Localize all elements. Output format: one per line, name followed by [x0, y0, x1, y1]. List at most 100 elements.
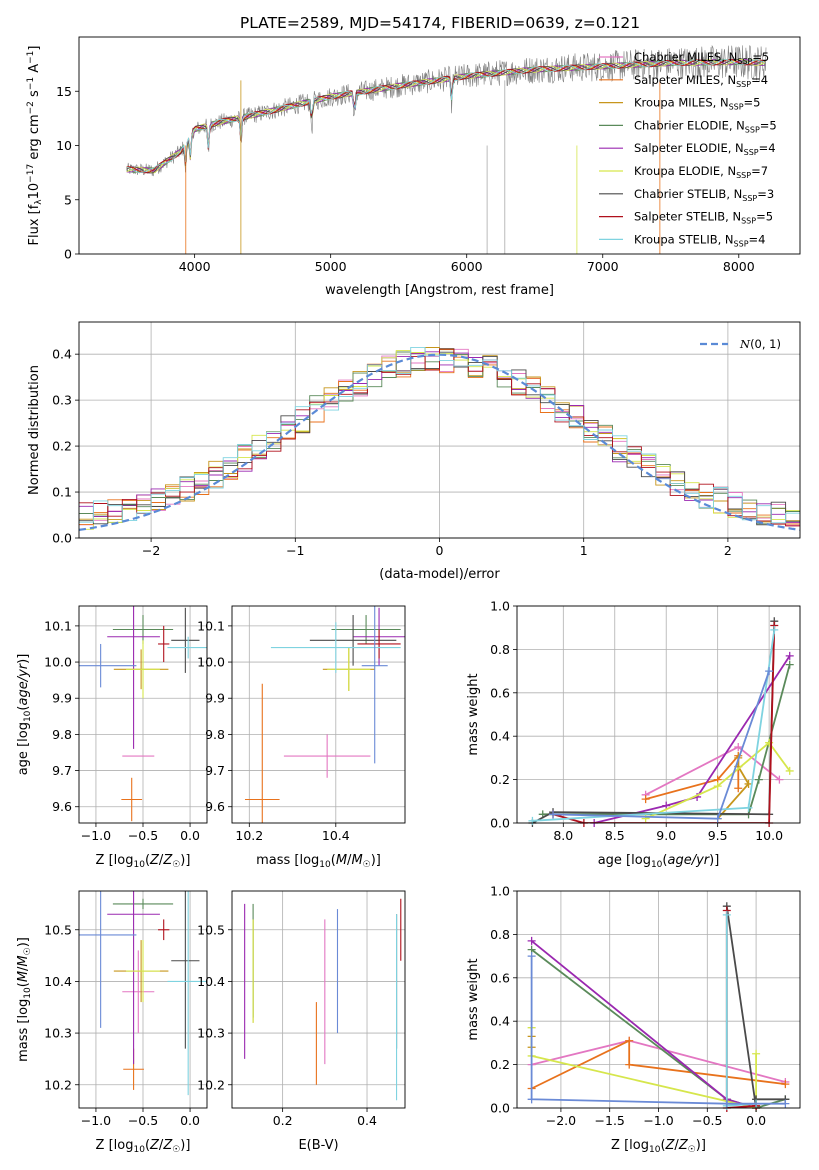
errorbar-point [126, 640, 160, 699]
x-tick-label: 8.0 [553, 828, 573, 843]
x-tick-label: 0.0 [180, 1113, 200, 1128]
x-axis-label: wavelength [Angstrom, rest frame] [325, 283, 554, 298]
legend-entry: Salpeter STELIB, NSSP=5 [634, 210, 773, 226]
y-tick-label: 10 [56, 138, 72, 153]
y-axis-label: mass weight [466, 673, 481, 755]
errorbar-point [158, 919, 170, 941]
errorbar-point [167, 636, 207, 659]
y-tick-label: 0.2 [52, 439, 72, 454]
weight-point-marker [527, 1095, 536, 1104]
errorbar-point [112, 615, 174, 644]
y-tick-label: 10.5 [197, 922, 225, 937]
x-tick-label: 10.2 [235, 828, 263, 843]
axes-frame [78, 36, 801, 255]
x-tick-label: −2.0 [546, 1113, 576, 1128]
weight-point-marker [713, 814, 722, 823]
mass-Z-panel: −1.0 −0.5 0.0 10.2 10.3 10.4 10.5 Z [log10(Z/Z☉… [16, 890, 208, 1155]
weight-point-marker [625, 1060, 634, 1069]
weight-point-marker [744, 803, 753, 812]
y-tick-label: 9.6 [52, 799, 72, 814]
axes-frame [231, 890, 406, 1109]
y-tick-label: 0.4 [52, 347, 72, 362]
errorbar-point [79, 643, 137, 688]
weight-point-marker [527, 936, 536, 945]
weight-point-marker [641, 795, 650, 804]
x-tick-label: −1.5 [595, 1113, 625, 1128]
x-tick-label: −1.0 [81, 828, 111, 843]
errorbar-point [107, 606, 160, 749]
legend: Chabrier MILES, NSSP=5 Salpeter MILES, NS… [599, 50, 777, 248]
y-tick-label: 10.3 [197, 1026, 225, 1041]
errorbar-point [122, 950, 155, 1034]
x-tick-label: 6000 [451, 259, 483, 274]
weight-point-marker [722, 1099, 731, 1108]
weight-series-line [531, 940, 757, 1108]
x-axis-label: age [log10(age/yr)] [598, 853, 720, 870]
errorbar-point [126, 940, 160, 1003]
x-tick-label: 10.0 [755, 828, 783, 843]
weight-point-marker [625, 1036, 634, 1045]
y-tick-label: 0.2 [490, 772, 510, 787]
y-axis-label: age [log10(age/yr)] [16, 654, 33, 776]
errorbar-point [357, 629, 401, 659]
y-tick-label: 5 [64, 192, 72, 207]
axes-frame [516, 605, 801, 824]
weight-point-marker [734, 784, 743, 793]
weight-point-marker [785, 651, 794, 660]
errorbar-point [121, 777, 143, 822]
weight-point-marker [765, 667, 774, 676]
x-tick-label: 0.0 [180, 828, 200, 843]
y-tick-label: 0 [64, 247, 72, 262]
x-axis-label: Z [log10(Z/Z☉)] [96, 1138, 191, 1155]
y-tick-label: 10.0 [44, 655, 72, 670]
weight-point-marker [549, 810, 558, 819]
weight-series-line [531, 621, 776, 823]
weight-point-marker [785, 766, 794, 775]
gaussian-curve [79, 353, 800, 531]
y-tick-label: 10.1 [197, 618, 225, 633]
x-axis-label: E(B-V) [298, 1138, 338, 1153]
axes-frame [78, 605, 208, 824]
weights-Z-panel: −2.0 −1.5 −1.0 −0.5 0.0 0.0 0.2 0.4 0.6 0.8 1.0 Z [… [466, 884, 801, 1155]
errorbar-point [171, 607, 200, 673]
x-tick-label: 8.5 [605, 828, 625, 843]
x-tick-label: −2 [142, 543, 160, 558]
x-tick-label: 9.0 [656, 828, 676, 843]
errorbar-point [244, 683, 280, 823]
mass-EBV-panel: 0.2 0.4 10.2 10.3 10.4 10.5 E(B-V) [197, 890, 406, 1153]
legend-entry: Chabrier ELODIE, NSSP=5 [634, 118, 777, 134]
weight-point-marker [775, 775, 784, 784]
y-tick-label: 10.2 [197, 1077, 225, 1092]
x-tick-label: −1 [286, 543, 304, 558]
y-tick-label: 0.2 [490, 1057, 510, 1072]
errorbar-point [327, 647, 371, 691]
legend-entry: Kroupa STELIB, NSSP=4 [634, 232, 765, 248]
y-tick-label: 0.4 [490, 729, 510, 744]
x-tick-label: −1.0 [643, 1113, 673, 1128]
weight-point-marker [785, 660, 794, 669]
x-tick-label: 5000 [315, 259, 347, 274]
weight-series-line [531, 1039, 786, 1090]
y-tick-label: 0.6 [490, 970, 510, 985]
residuals-panel: −2 −1 0 1 2 0.0 0.1 0.2 0.3 0.4 (data-model)/error… [27, 321, 801, 582]
y-tick-label: 0.1 [52, 485, 72, 500]
x-tick-label: −0.5 [128, 828, 158, 843]
y-tick-label: 9.7 [52, 763, 72, 778]
y-tick-label: 0.0 [490, 816, 510, 831]
axes-frame [516, 890, 801, 1109]
errorbar-point [79, 891, 137, 1028]
y-tick-label: 0.4 [490, 1014, 510, 1029]
weight-point-marker [752, 1049, 761, 1058]
model-spectrum-line [126, 58, 765, 174]
y-tick-label: 0.8 [490, 927, 510, 942]
x-tick-label: 4000 [179, 259, 211, 274]
age-mass-panel: 10.2 10.4 9.6 9.7 9.8 9.9 10.0 10.1 mass [log10(… [197, 605, 406, 870]
errorbar-point [331, 615, 401, 644]
legend-entry: Chabrier MILES, NSSP=5 [634, 50, 769, 66]
y-axis-label: Normed distribution [27, 365, 42, 495]
weight-point-marker [722, 910, 731, 919]
weight-point-marker [754, 775, 763, 784]
spectrum-panel: 4000 5000 6000 7000 8000 0 5 10 15 wavelength [An… [26, 36, 801, 298]
y-axis-label: mass weight [466, 958, 481, 1040]
x-tick-label: 0.0 [746, 1113, 766, 1128]
